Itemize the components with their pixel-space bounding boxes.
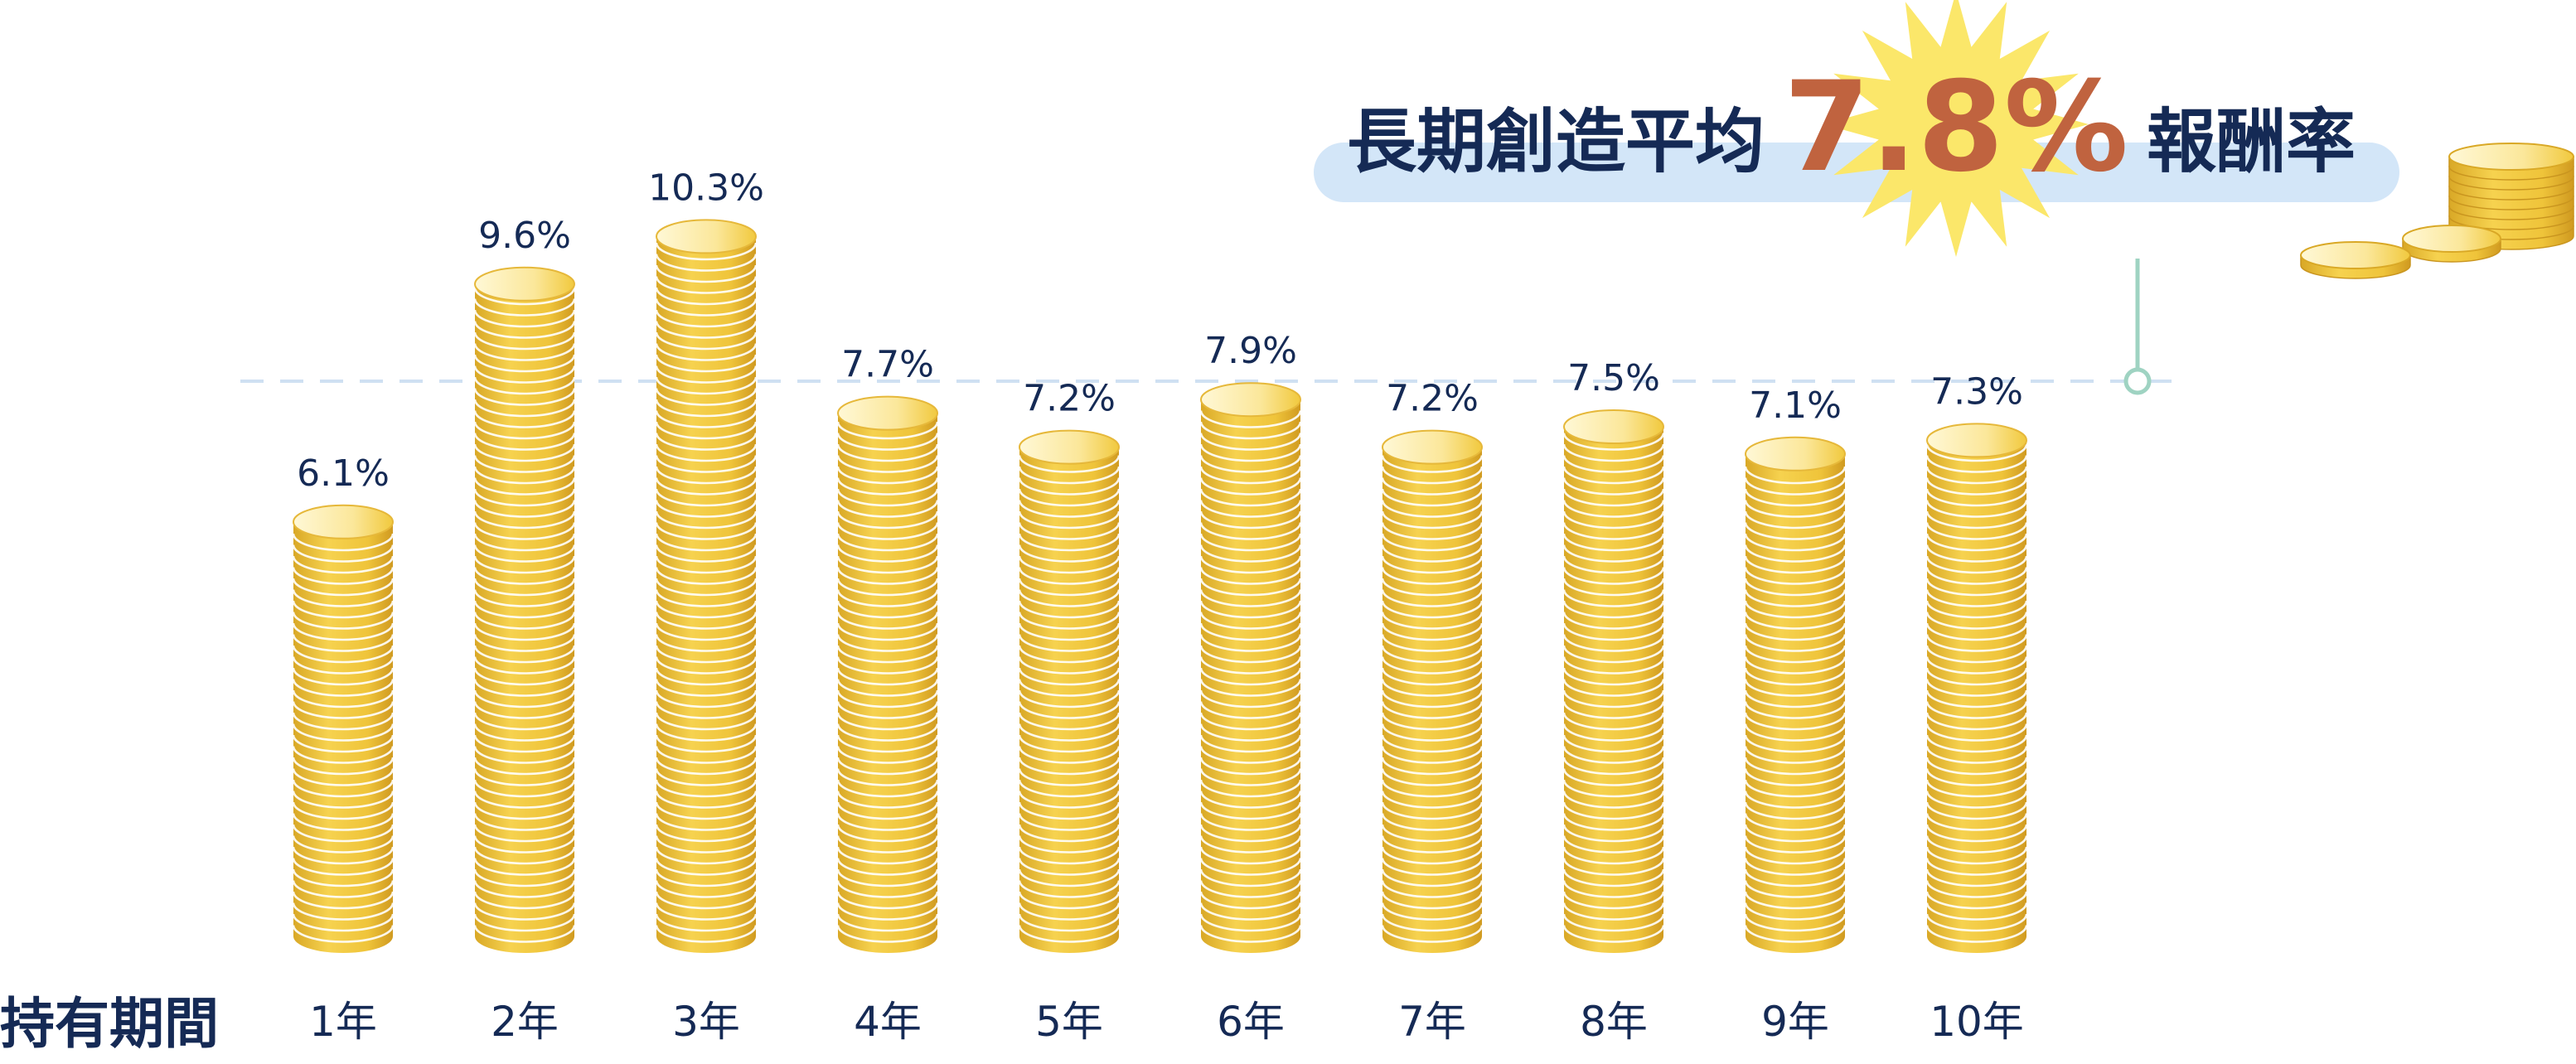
coin-stack-bar — [1744, 436, 1847, 953]
headline-suffix: 報酬率 — [2147, 101, 2356, 182]
value-label: 7.3% — [1930, 370, 2023, 413]
value-label: 7.2% — [1386, 378, 1479, 420]
value-label: 7.7% — [841, 344, 934, 386]
coin-stack-bar — [1199, 382, 1302, 953]
x-tick-label: 10年 — [1930, 998, 2024, 1046]
x-tick-label: 5年 — [1035, 998, 1103, 1046]
coin-stack-bar — [1381, 429, 1484, 953]
headline-prefix: 長期創造平均 — [1347, 101, 1765, 182]
x-tick-label: 4年 — [854, 998, 922, 1046]
headline-number: 7.8% — [1784, 56, 2128, 200]
x-axis-title: 持有期間 — [0, 992, 219, 1056]
x-tick-label: 1年 — [309, 998, 377, 1046]
headline: 長期創造平均 7.8% 報酬率 — [1314, 0, 2399, 257]
coin-stack-bar — [1562, 409, 1665, 953]
coin-stack-bar — [836, 395, 939, 954]
coin-stack-bar — [1925, 423, 2028, 953]
value-labels: 6.1% 9.6% 10.3% 7.7% 7.2% 7.9% 7.2% 7.5% 7.1% 7.3… — [297, 167, 2023, 494]
x-axis: 持有期間 1年 2年 3年 4年 5年 6年 7年 8年 9年 10年 — [0, 992, 2024, 1056]
x-tick-label: 6年 — [1217, 998, 1285, 1046]
x-tick-label: 2年 — [491, 998, 559, 1046]
coin-stack-bar — [473, 266, 576, 953]
coin-stack-bar — [1018, 429, 1121, 953]
average-marker-icon — [2123, 367, 2152, 395]
coin-stack-bar — [655, 219, 758, 953]
coin-stacks — [292, 219, 2028, 954]
value-label: 7.5% — [1567, 357, 1660, 399]
value-label: 9.6% — [478, 215, 571, 257]
x-tick-label: 3年 — [672, 998, 740, 1046]
headline-banner — [1314, 143, 2399, 202]
x-tick-label: 8年 — [1580, 998, 1648, 1046]
value-label: 10.3% — [648, 167, 764, 209]
value-label: 6.1% — [297, 452, 390, 495]
x-tick-label: 9年 — [1761, 998, 1829, 1046]
starburst-icon — [1823, 0, 2089, 257]
value-label: 7.9% — [1204, 330, 1297, 372]
coin-stack-bar — [292, 504, 395, 953]
coin-pile-icon — [2300, 143, 2574, 279]
x-tick-label: 7年 — [1398, 998, 1466, 1046]
value-label: 7.2% — [1023, 378, 1116, 420]
value-label: 7.1% — [1749, 384, 1842, 427]
